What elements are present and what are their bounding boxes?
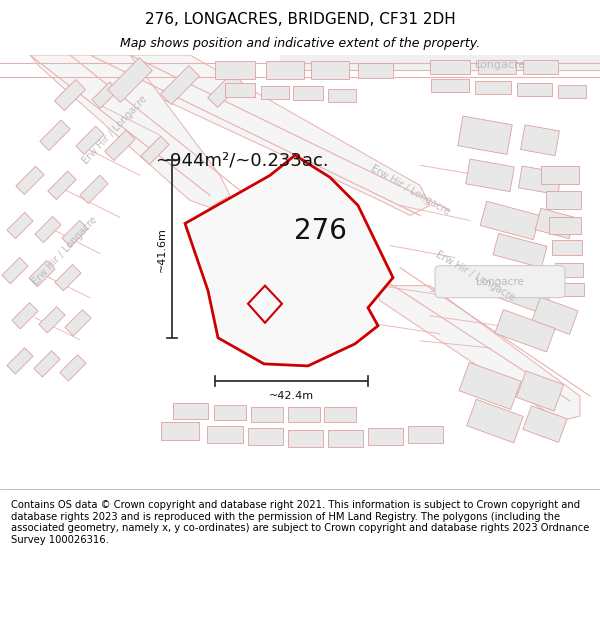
Text: 276: 276 [293,216,346,244]
Polygon shape [480,201,540,240]
Polygon shape [65,309,91,336]
Polygon shape [467,399,523,443]
Polygon shape [208,72,242,107]
Text: ~41.6m: ~41.6m [157,227,167,271]
Text: ~42.4m: ~42.4m [269,391,314,401]
Polygon shape [517,371,563,411]
Polygon shape [34,351,60,377]
Polygon shape [173,403,208,419]
Polygon shape [517,82,551,96]
Polygon shape [80,175,108,204]
Polygon shape [248,428,283,444]
Polygon shape [328,429,362,447]
Polygon shape [466,159,514,192]
Polygon shape [2,258,28,284]
Polygon shape [459,362,521,409]
Polygon shape [207,426,243,442]
Text: Longacre: Longacre [476,277,524,287]
Text: Longacre: Longacre [475,60,526,70]
Polygon shape [324,406,356,421]
Polygon shape [549,217,581,234]
Polygon shape [293,86,323,100]
Polygon shape [558,84,586,98]
Polygon shape [92,82,118,108]
Text: Erw Hir / Longacre: Erw Hir / Longacre [81,94,149,166]
Text: Contains OS data © Crown copyright and database right 2021. This information is : Contains OS data © Crown copyright and d… [11,500,589,545]
Polygon shape [266,61,304,79]
Polygon shape [311,61,349,79]
Polygon shape [532,297,578,334]
Polygon shape [30,55,230,208]
Text: Erw Hir / Longacre: Erw Hir / Longacre [434,249,517,302]
Polygon shape [287,429,323,447]
Polygon shape [523,60,557,74]
Text: 276, LONGACRES, BRIDGEND, CF31 2DH: 276, LONGACRES, BRIDGEND, CF31 2DH [145,12,455,27]
Polygon shape [248,286,282,322]
Polygon shape [35,216,61,242]
Polygon shape [558,283,584,296]
Polygon shape [55,79,86,111]
Polygon shape [29,261,55,287]
Polygon shape [493,233,547,268]
Polygon shape [7,213,33,239]
Polygon shape [458,116,512,154]
Polygon shape [62,221,88,247]
Text: Erw Hir / Longacre: Erw Hir / Longacre [368,164,451,217]
Polygon shape [185,155,393,366]
Polygon shape [12,302,38,329]
Polygon shape [545,191,581,209]
Polygon shape [431,79,469,92]
Polygon shape [225,83,255,97]
Polygon shape [487,268,553,314]
Polygon shape [555,262,583,277]
Polygon shape [90,55,430,216]
Polygon shape [214,404,246,419]
Polygon shape [495,309,555,352]
Polygon shape [261,86,289,99]
Text: Erw Hir / Longacre: Erw Hir / Longacre [31,214,99,287]
Polygon shape [552,240,582,255]
Polygon shape [523,406,567,442]
FancyBboxPatch shape [435,266,565,298]
Text: Map shows position and indicative extent of the property.: Map shows position and indicative extent… [120,38,480,51]
Polygon shape [105,130,135,161]
Polygon shape [76,126,104,154]
Polygon shape [288,406,320,421]
Polygon shape [60,355,86,381]
Polygon shape [407,426,443,442]
Polygon shape [328,89,356,102]
Polygon shape [55,264,81,291]
Polygon shape [39,307,65,333]
Polygon shape [367,428,403,444]
Polygon shape [7,348,33,374]
Polygon shape [358,62,392,78]
Polygon shape [521,125,559,156]
Polygon shape [518,166,562,195]
Polygon shape [161,66,199,104]
Polygon shape [430,60,470,74]
Polygon shape [141,136,169,164]
Polygon shape [475,81,511,94]
Polygon shape [215,61,255,79]
Polygon shape [108,58,152,102]
Polygon shape [478,60,516,74]
Polygon shape [535,208,575,239]
Polygon shape [251,406,283,421]
Polygon shape [541,166,579,184]
Text: ~944m²/~0.233ac.: ~944m²/~0.233ac. [155,151,329,169]
Polygon shape [40,120,70,151]
Polygon shape [16,166,44,194]
Polygon shape [161,422,199,440]
Polygon shape [375,281,580,421]
Polygon shape [48,171,76,199]
